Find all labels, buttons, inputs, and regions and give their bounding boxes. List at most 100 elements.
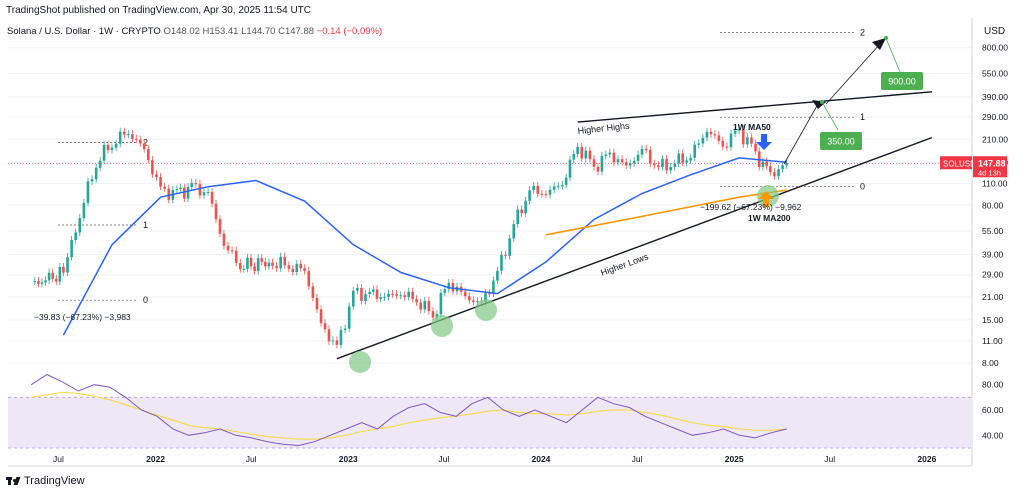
candle-body [564, 177, 568, 185]
tradingview-logo[interactable]: TradingView [6, 475, 85, 487]
candle-body [218, 219, 222, 234]
ohlc-change: −0.14 (−0.09%) [316, 26, 383, 37]
projection-arrow-2 [825, 43, 881, 105]
candle-body [74, 232, 78, 240]
higher-lows-line [336, 136, 933, 360]
ma50-arrow-icon [756, 134, 772, 150]
candle-body [283, 256, 287, 266]
touch-point-circle [431, 315, 453, 337]
candle-body [785, 163, 788, 166]
touch-point-circle [349, 351, 371, 373]
candle-body [90, 179, 94, 182]
candle-body [253, 266, 256, 272]
candle-body [741, 129, 745, 145]
candle-body [122, 131, 126, 135]
candle-body [568, 159, 572, 178]
price-tick-label: 550.00 [982, 68, 1008, 78]
candle-body [387, 293, 390, 297]
price-tag-countdown: 4d 13h [978, 168, 1001, 177]
candle-body [375, 289, 379, 299]
symbol-name: Solana / U.S. Dollar · 1W · CRYPTO [7, 26, 161, 37]
candle-body [717, 135, 721, 141]
candle-body [636, 154, 640, 161]
candle-body [588, 150, 592, 160]
ma50-line [62, 157, 787, 336]
candle-body [271, 262, 274, 266]
fib-level-label: 2 [860, 27, 865, 37]
candle-body [709, 131, 713, 135]
drawdown-measure-2021: −39.83 (−67.23%) −3,983 [34, 312, 131, 322]
candle-body [411, 291, 414, 300]
candle-body [592, 159, 596, 167]
candle-body [210, 191, 214, 204]
candle-body [673, 163, 677, 168]
candle-body [70, 239, 73, 258]
candle-body [327, 329, 331, 342]
candle-body [544, 194, 548, 196]
candle-body [685, 160, 688, 163]
candle-body [202, 192, 206, 196]
fib-level-label: 1 [860, 112, 865, 122]
candle-body [194, 182, 198, 185]
candle-body [596, 166, 600, 172]
fib-level-label: 1 [143, 220, 148, 230]
candle-body [765, 161, 768, 167]
candle-body [528, 190, 531, 201]
candle-body [40, 282, 44, 284]
candle-body [163, 186, 166, 189]
fib-level-label: 2 [143, 138, 148, 148]
candle-body [548, 189, 552, 195]
candle-body [447, 282, 451, 290]
candle-body [360, 287, 363, 301]
candle-body [600, 155, 604, 172]
candle-body [159, 177, 162, 187]
higher-lows-label: Higher Lows [599, 251, 650, 278]
candle-body [504, 254, 507, 256]
candle-body [512, 224, 516, 239]
candle-body [439, 292, 443, 315]
target-label: 900.00 [888, 77, 916, 87]
ma50-label: 1W MA50 [733, 122, 771, 132]
candle-body [431, 311, 435, 318]
candle-body [138, 139, 142, 144]
candle-body [319, 309, 323, 324]
candle-body [335, 340, 339, 345]
rsi-line [30, 373, 787, 447]
candle-body [198, 184, 202, 196]
candle-body [403, 295, 407, 298]
candle-body [98, 160, 102, 168]
candle-body [331, 340, 335, 342]
price-tick-label: 210.00 [982, 134, 1008, 144]
candle-body [492, 280, 495, 294]
target-box [881, 72, 923, 90]
projection-arrow-1 [783, 103, 819, 165]
ohlc-low: L144.70 [241, 26, 276, 37]
candle-body [118, 131, 122, 144]
price-tick-label: 15.00 [982, 315, 1004, 325]
candle-body [391, 293, 394, 295]
candle-body [516, 209, 520, 225]
candle-body [146, 149, 150, 161]
candle-body [238, 262, 242, 270]
candle-body [86, 181, 90, 203]
candle-body [620, 159, 624, 163]
candle-body [435, 314, 439, 318]
candle-body [657, 165, 660, 168]
candle-body [347, 306, 351, 329]
candle-body [496, 270, 499, 281]
time-tick-label: Jul [438, 454, 449, 464]
candle-body [395, 294, 398, 296]
higher-highs-line [577, 91, 932, 123]
time-tick-label: 2022 [146, 454, 165, 464]
candle-body [364, 294, 367, 301]
price-tick-label: 110.00 [982, 179, 1008, 189]
candle-body [226, 245, 230, 251]
symbol-tag-label: SOLUSD [943, 159, 976, 168]
candle-body [653, 163, 656, 166]
candle-body [746, 137, 749, 145]
candle-body [399, 295, 403, 297]
candle-body [323, 323, 327, 330]
candle-body [142, 143, 146, 150]
target-connector-1 [821, 101, 839, 131]
